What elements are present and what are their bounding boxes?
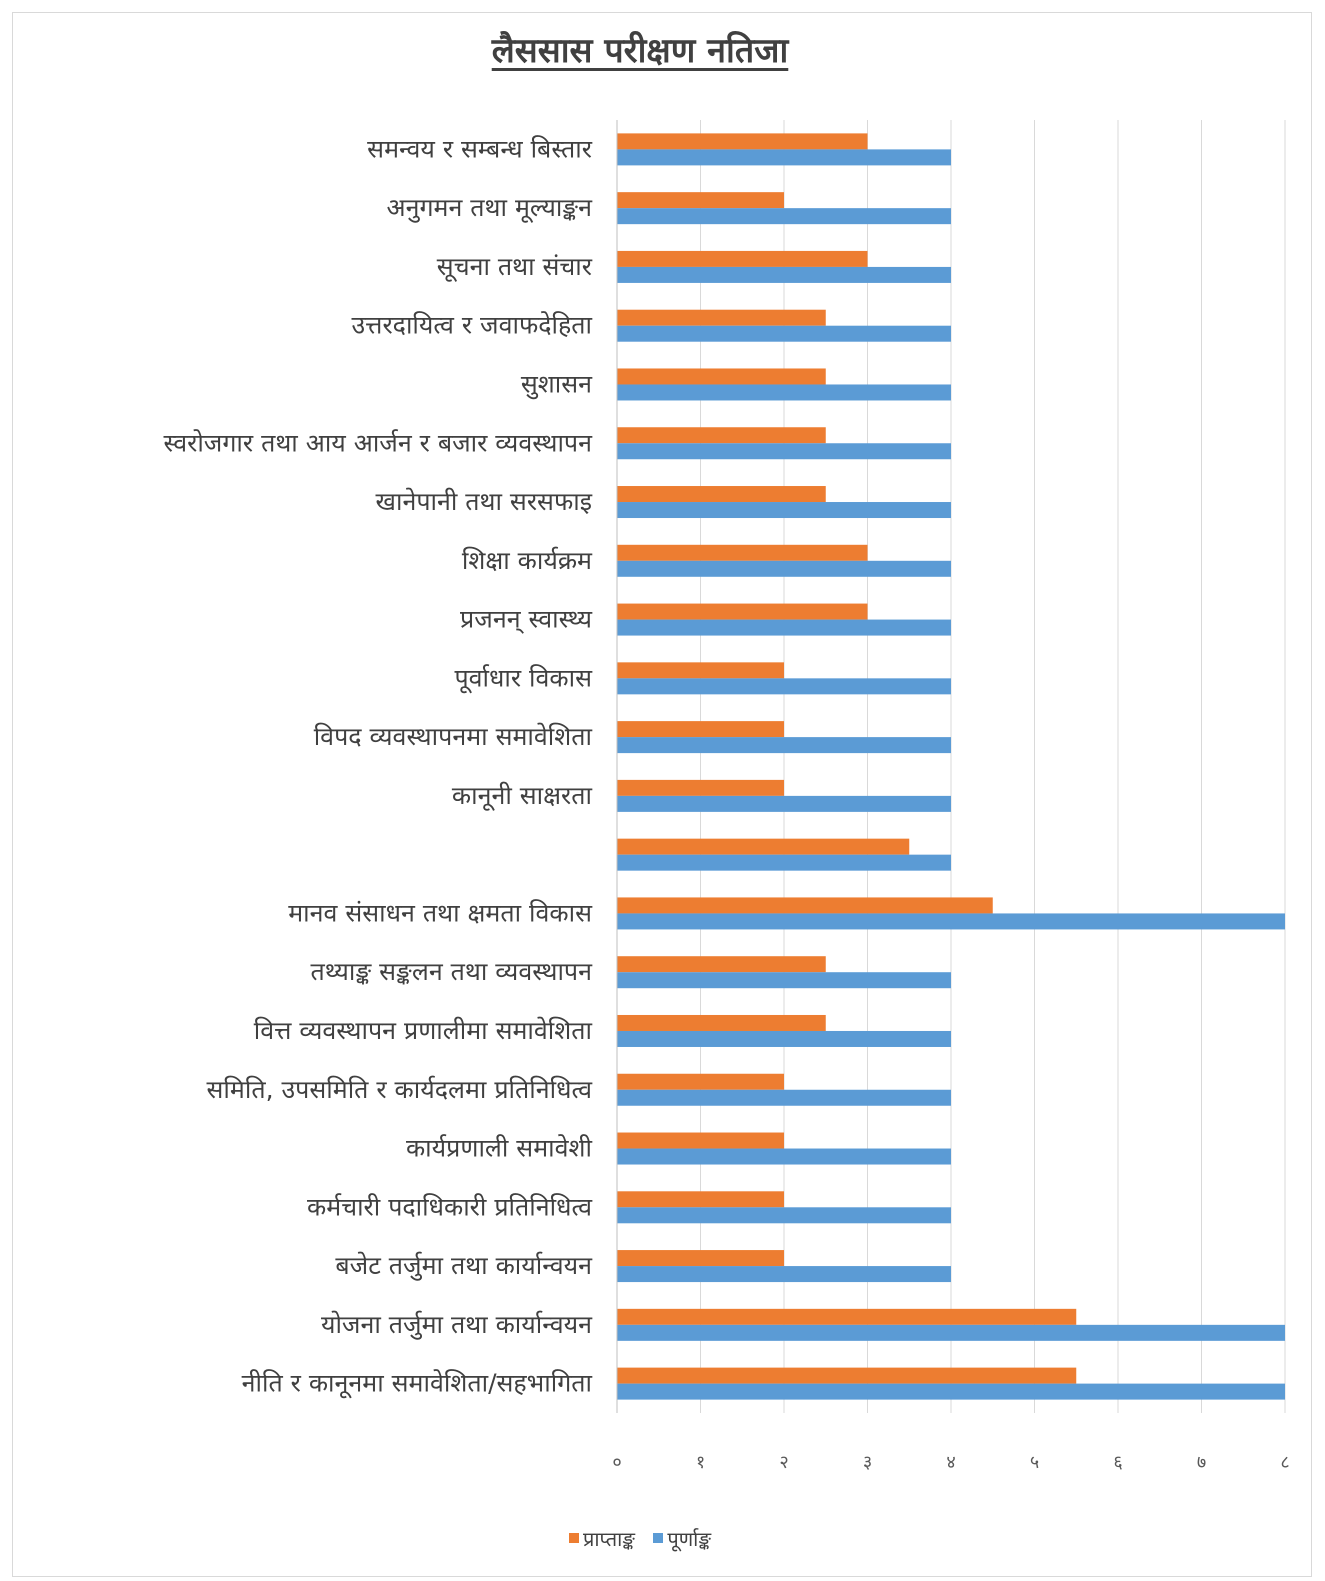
bar (617, 149, 951, 166)
category-label: बजेट तर्जुमा तथा कार्यान्वयन (335, 1251, 593, 1281)
bar (617, 427, 826, 444)
category-label: खानेपानी तथा सरसफाइ (376, 487, 593, 516)
category-label: उत्तरदायित्व र जवाफदेहिता (351, 311, 592, 340)
bar (617, 309, 826, 326)
category-label: तथ्याङ्क सङ्कलन तथा व्यवस्थापन (311, 957, 594, 986)
legend: प्राप्ताङ्क पूर्णाङ्क (0, 1524, 1280, 1552)
category-label: सूचना तथा संचार (437, 252, 593, 282)
bar (617, 913, 1285, 930)
tick-label: २ (779, 1452, 788, 1473)
category-label: योजना तर्जुमा तथा कार्यान्वयन (321, 1310, 593, 1340)
bar (617, 1014, 826, 1031)
category-label: प्रजनन् स्वास्थ्य (460, 605, 592, 635)
tick-label: ० (612, 1452, 621, 1473)
bar (617, 619, 951, 636)
legend-swatch-obtained (569, 1533, 579, 1543)
category-label: अनुगमन तथा मूल्याङ्कन (386, 193, 593, 223)
tick-label: ४ (946, 1452, 955, 1473)
category-label: कार्यप्रणाली समावेशी (406, 1134, 593, 1163)
bar (617, 1250, 784, 1267)
category-label: पूर्वाधार विकास (454, 663, 593, 693)
chart-title: लैससास परीक्षण नतिजा (491, 31, 789, 71)
bar (617, 603, 868, 620)
category-label: विपद व्यवस्थापनमा समावेशिता (314, 722, 593, 751)
tick-label: १ (696, 1452, 705, 1473)
bar (617, 368, 826, 385)
bar (617, 1191, 784, 1208)
tick-label: ७ (1197, 1452, 1206, 1473)
bar (617, 266, 951, 283)
bar (617, 779, 784, 796)
bar (617, 678, 951, 695)
bar (617, 662, 784, 679)
bar (617, 486, 826, 503)
bar (617, 1089, 951, 1106)
bar (617, 1148, 951, 1165)
bar (617, 443, 951, 460)
bar (617, 250, 868, 267)
bar (617, 325, 951, 342)
legend-swatch-full (653, 1533, 664, 1543)
category-label: शिक्षा कार्यक्रम (462, 546, 593, 575)
bar (617, 956, 826, 973)
bar (617, 972, 951, 989)
bar (617, 795, 951, 812)
tick-label: ८ (1280, 1452, 1289, 1473)
bar (617, 1383, 1285, 1400)
category-label: कर्मचारी पदाधिकारी प्रतिनिधित्व (307, 1192, 593, 1221)
bar (617, 192, 784, 209)
bar (617, 1132, 784, 1149)
bar (617, 838, 910, 855)
bar (617, 544, 868, 561)
bar (617, 560, 951, 577)
legend-label-full: पूर्णाङ्क (667, 1526, 711, 1551)
bar (617, 133, 868, 150)
bar (617, 1073, 784, 1090)
bar (617, 384, 951, 401)
category-label: स्वरोजगार तथा आय आर्जन र बजार व्यवस्थापन (163, 428, 593, 457)
bar (617, 502, 951, 519)
bar (617, 1324, 1285, 1341)
bar (617, 208, 951, 225)
category-label: सुशासन (521, 369, 593, 399)
bar (617, 1308, 1077, 1325)
bar-chart: समन्वय र सम्बन्ध बिस्तार अनुगमन तथा मूल्य… (163, 120, 1290, 1473)
tick-label: ६ (1113, 1452, 1122, 1473)
legend-item-obtained: प्राप्ताङ्क (569, 1525, 635, 1552)
bar (617, 1266, 951, 1283)
bar (617, 897, 993, 914)
category-label: समिति, उपसमिति र कार्यदलमा प्रतिनिधित्व (207, 1075, 594, 1104)
category-label: वित्त व्यवस्थापन प्रणालीमा समावेशिता (254, 1016, 593, 1045)
bar (617, 737, 951, 754)
category-label: कानूनी साक्षरता (452, 781, 593, 811)
tick-label: ५ (1030, 1452, 1039, 1473)
bar (617, 721, 784, 738)
tick-label: ३ (863, 1452, 872, 1473)
bar (617, 1030, 951, 1047)
bar (617, 1367, 1077, 1384)
bar (617, 1207, 951, 1224)
legend-item-full: पूर्णाङ्क (653, 1525, 711, 1552)
legend-label-obtained: प्राप्ताङ्क (583, 1526, 635, 1551)
category-label: मानव संसाधन तथा क्षमता विकास (288, 898, 593, 927)
bar (617, 854, 951, 871)
category-label: नीति र कानूनमा समावेशिता/सहभागिता (242, 1369, 593, 1399)
category-label: समन्वय र सम्बन्ध बिस्तार (367, 134, 593, 163)
